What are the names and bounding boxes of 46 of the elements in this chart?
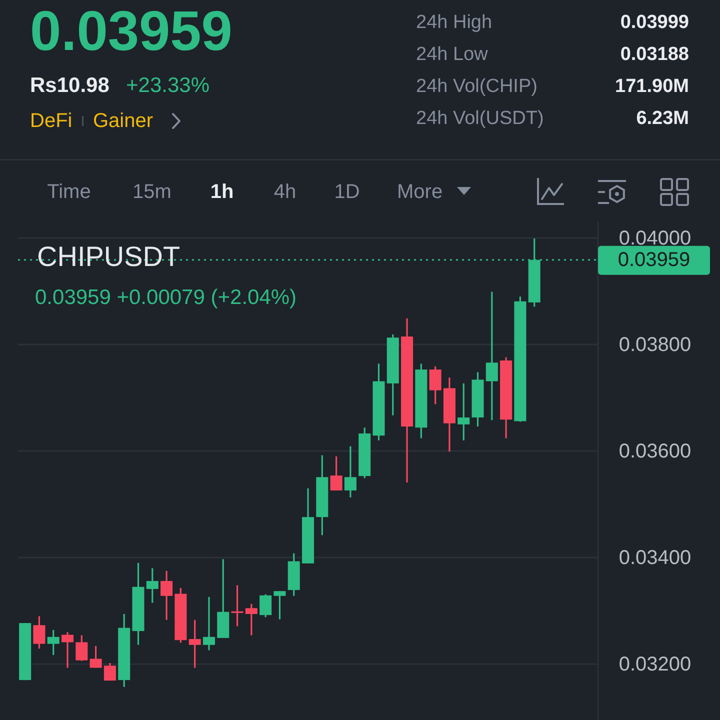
candlestick — [486, 290, 498, 421]
text: 0.03188 — [620, 44, 689, 64]
candlestick — [90, 645, 102, 669]
text: 24h Vol(USDT) — [416, 108, 544, 128]
candlestick — [231, 584, 244, 628]
candlestick — [274, 590, 286, 620]
y-tick-label: 0.04000 — [618, 227, 692, 250]
candlestick — [429, 366, 442, 405]
candlestick — [202, 596, 215, 652]
text: 0.03959 +0.00079 (+2.04%) — [35, 286, 297, 308]
text: 6.23M — [636, 108, 689, 128]
candlestick — [47, 629, 60, 656]
y-tick-label: 0.03400 — [618, 546, 692, 569]
text: 24h Vol(CHIP) — [416, 76, 538, 96]
text: More — [397, 181, 443, 203]
candlestick — [76, 634, 88, 662]
text: +23.33% — [126, 74, 210, 96]
text: Time — [47, 181, 91, 203]
candlestick — [62, 631, 74, 669]
y-tick-label: 0.03800 — [618, 334, 692, 356]
y-tick-label: 0.03200 — [618, 653, 692, 676]
text: 0.03959 — [30, 0, 232, 62]
text: 24h High — [416, 12, 492, 32]
text: 4h — [274, 181, 296, 203]
text: 171.90M — [615, 76, 689, 96]
text: 15m — [132, 181, 172, 203]
candlestick — [146, 567, 158, 604]
candlestick — [260, 594, 272, 618]
text: CHIPUSDT — [37, 240, 180, 272]
text: Gainer — [93, 110, 154, 132]
candlestick — [188, 619, 201, 669]
candlestick — [104, 662, 116, 682]
text: 0.03999 — [620, 12, 689, 32]
text: Rs10.98 — [30, 74, 110, 96]
candlestick — [330, 456, 342, 492]
candlestick — [245, 603, 258, 636]
text: 1h — [210, 181, 234, 203]
y-tick-label: 0.03600 — [618, 440, 692, 462]
text: DeFi — [30, 110, 72, 132]
text: 1D — [334, 181, 360, 203]
candlestick — [344, 445, 356, 498]
text: 24h Low — [416, 44, 488, 64]
candlestick — [458, 382, 470, 442]
candlestick — [160, 570, 173, 621]
candlestick — [33, 615, 46, 650]
ref-line-label: 0.03959 — [618, 248, 690, 271]
